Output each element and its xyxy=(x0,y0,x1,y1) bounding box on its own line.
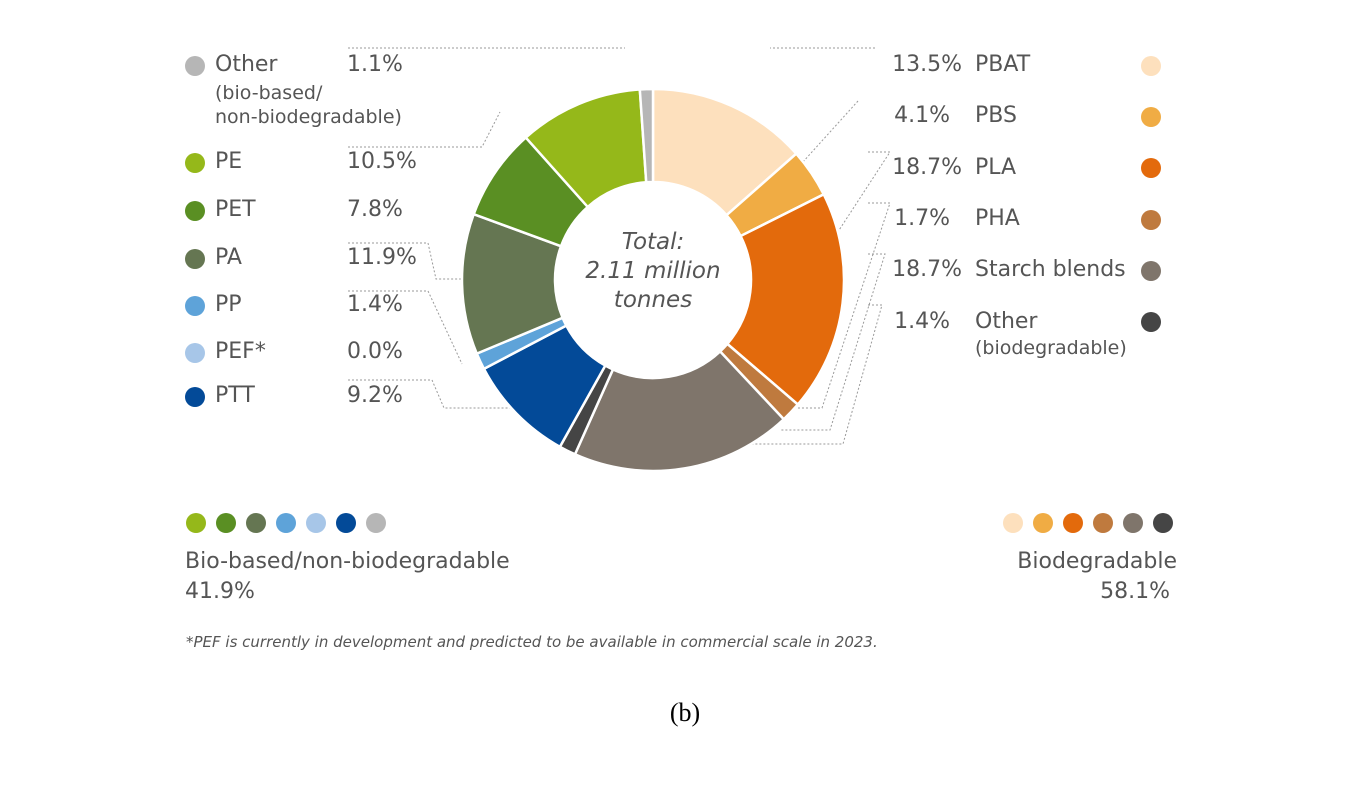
legend-dot-pla xyxy=(1141,158,1161,178)
center-label-line-2: 2.11 million xyxy=(585,258,721,284)
legend-value-pet: 7.8% xyxy=(347,197,403,222)
legend-value-pbat: 13.5% xyxy=(892,52,962,77)
legend-dot-pef xyxy=(185,343,205,363)
legend-label-starch: Starch blends xyxy=(975,257,1126,282)
legend-dot-pp xyxy=(185,296,205,316)
legend-label-pe: PE xyxy=(215,149,243,174)
legend-label-other-biodegradable: Other xyxy=(975,309,1038,334)
legend-value-pa: 11.9% xyxy=(347,245,417,270)
legend-dot-pbs xyxy=(1141,107,1161,127)
biodegradable-group-value: 58.1% xyxy=(1100,579,1170,604)
legend-value-pp: 1.4% xyxy=(347,292,403,317)
slice-other-12 xyxy=(638,87,655,184)
legend-dot-pet xyxy=(185,201,205,221)
legend-sublabel-other-biobased-2: non-biodegradable) xyxy=(215,106,402,128)
legend-value-pbs: 4.1% xyxy=(894,103,950,128)
leader-line-11 xyxy=(348,111,501,148)
bio-based-swatch-0 xyxy=(186,513,206,533)
biodegradable-swatch-0 xyxy=(1003,513,1023,533)
legend-dot-pbat xyxy=(1141,56,1161,76)
bio-based-swatch-5 xyxy=(336,513,356,533)
center-label-line-1: Total: xyxy=(621,229,685,255)
legend-value-pef: 0.0% xyxy=(347,339,403,364)
legend-label-other-biobased: Other xyxy=(215,52,278,77)
biodegradable-swatch-5 xyxy=(1153,513,1173,533)
bio-based-swatch-4 xyxy=(306,513,326,533)
biodegradable-group-title: Biodegradable xyxy=(1017,549,1177,574)
biodegradable-swatch-3 xyxy=(1093,513,1113,533)
legend-value-other-biodegradable: 1.4% xyxy=(894,309,950,334)
legend-value-pla: 18.7% xyxy=(892,155,962,180)
legend-label-ptt: PTT xyxy=(215,383,255,408)
legend-sublabel-other-biodegradable: (biodegradable) xyxy=(975,337,1127,359)
figure-caption: (b) xyxy=(669,698,701,727)
slice-starch-blends-4 xyxy=(573,349,786,473)
legend-value-other-biobased: 1.1% xyxy=(347,52,403,77)
legend-dot-pa xyxy=(185,249,205,269)
legend-value-ptt: 9.2% xyxy=(347,383,403,408)
biodegradable-swatch-2 xyxy=(1063,513,1083,533)
legend-dot-other-biobased xyxy=(185,56,205,76)
biodegradable-swatch-1 xyxy=(1033,513,1053,533)
center-label-line-3: tonnes xyxy=(613,287,693,313)
leader-line-6 xyxy=(348,379,540,409)
legend-label-pla: PLA xyxy=(975,155,1017,180)
legend-label-pef: PEF* xyxy=(215,339,266,364)
leader-line-2 xyxy=(799,151,891,291)
leader-line-1 xyxy=(801,100,859,164)
legend-value-starch: 18.7% xyxy=(892,257,962,282)
legend-label-pa: PA xyxy=(215,245,242,270)
legend-label-pbat: PBAT xyxy=(975,52,1031,77)
legend-sublabel-other-biobased-1: (bio-based/ xyxy=(215,82,323,104)
leader-line-8 xyxy=(348,290,463,365)
legend-dot-pha xyxy=(1141,210,1161,230)
biodegradable-swatch-4 xyxy=(1123,513,1143,533)
bio-based-swatch-6 xyxy=(366,513,386,533)
bio-based-swatch-1 xyxy=(216,513,236,533)
leader-line-4 xyxy=(780,253,886,431)
bio-based-group-title: Bio-based/non-biodegradable xyxy=(185,549,510,574)
donut-center-label: Total: 2.11 million tonnes xyxy=(553,228,753,315)
legend-dot-other-biodegradable xyxy=(1141,312,1161,332)
bio-based-swatch-3 xyxy=(276,513,296,533)
footnote: *PEF is currently in development and pre… xyxy=(186,633,878,651)
legend-value-pe: 10.5% xyxy=(347,149,417,174)
legend-dot-starch xyxy=(1141,261,1161,281)
bio-based-swatch-2 xyxy=(246,513,266,533)
slice-pla-2 xyxy=(725,192,846,407)
legend-label-pp: PP xyxy=(215,292,242,317)
legend-label-pet: PET xyxy=(215,197,256,222)
legend-dot-pe xyxy=(185,153,205,173)
leader-line-3 xyxy=(790,202,891,409)
leader-line-9 xyxy=(348,242,480,280)
legend-label-pha: PHA xyxy=(975,206,1020,231)
bio-based-group-value: 41.9% xyxy=(185,579,255,604)
legend-value-pha: 1.7% xyxy=(894,206,950,231)
legend-dot-ptt xyxy=(185,387,205,407)
legend-label-pbs: PBS xyxy=(975,103,1017,128)
